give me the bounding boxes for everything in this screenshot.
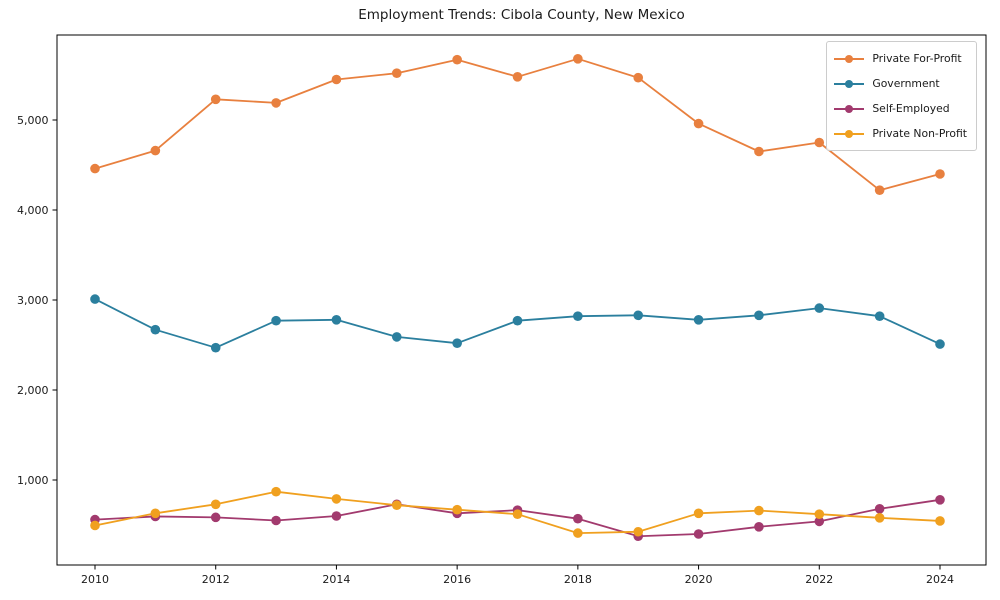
x-tick-label: 2012: [202, 573, 230, 586]
x-tick-label: 2014: [322, 573, 350, 586]
data-point-government-2018: [573, 311, 583, 322]
data-point-private-for-profit-2018: [573, 54, 583, 64]
data-point-government-2019: [633, 310, 644, 321]
data-point-private-for-profit-2010: [90, 163, 100, 174]
legend-swatch-private-for-profit-icon: [834, 54, 865, 64]
legend-item-private-non-profit: Private Non-Profit: [834, 121, 967, 146]
data-point-private-non-profit-2024: [935, 516, 945, 526]
legend-swatch-government-icon: [834, 79, 865, 89]
data-point-private-for-profit-2011: [150, 145, 161, 156]
data-point-private-non-profit-2018: [573, 528, 583, 538]
legend-item-government: Government: [834, 71, 967, 96]
y-tick-label: 2,000: [17, 384, 49, 397]
data-point-private-non-profit-2017: [512, 509, 523, 519]
legend-label: Self-Employed: [872, 102, 950, 115]
y-tick-label: 4,000: [17, 204, 49, 217]
legend-label: Private Non-Profit: [872, 127, 967, 140]
x-tick-label: 2020: [685, 573, 713, 586]
y-tick-label: 3,000: [17, 294, 49, 307]
data-point-self-employed-2012: [210, 512, 221, 523]
legend-swatch-dot: [845, 79, 854, 88]
x-tick-label: 2022: [805, 573, 833, 586]
y-tick-label: 5,000: [17, 114, 49, 127]
data-point-government-2015: [391, 332, 402, 342]
data-point-private-for-profit-2013: [271, 98, 281, 108]
data-point-private-non-profit-2020: [693, 508, 704, 519]
data-point-government-2023: [874, 311, 885, 322]
legend-swatch-dot: [845, 54, 854, 63]
x-tick-label: 2010: [81, 573, 109, 586]
data-point-government-2012: [210, 342, 221, 353]
data-point-private-for-profit-2023: [874, 185, 885, 195]
legend-swatch-dot: [845, 104, 854, 113]
data-point-self-employed-2021: [754, 522, 764, 532]
data-point-private-for-profit-2016: [452, 54, 462, 65]
y-tick-label: 1,000: [17, 474, 49, 487]
data-point-self-employed-2020: [693, 529, 704, 539]
data-point-private-for-profit-2019: [633, 72, 644, 83]
data-point-government-2017: [512, 315, 523, 326]
data-point-government-2013: [271, 315, 281, 326]
legend-label: Government: [872, 77, 940, 90]
data-point-government-2010: [90, 294, 100, 304]
data-point-self-employed-2022: [814, 516, 825, 527]
data-point-private-non-profit-2021: [754, 505, 764, 516]
data-point-private-non-profit-2013: [271, 486, 281, 497]
data-point-private-for-profit-2014: [331, 74, 342, 85]
data-point-private-for-profit-2012: [210, 94, 221, 105]
data-point-private-for-profit-2020: [693, 118, 704, 129]
legend-swatch-dot: [845, 129, 854, 138]
data-point-private-non-profit-2012: [210, 499, 221, 510]
data-point-government-2011: [150, 324, 161, 335]
legend-item-self-employed: Self-Employed: [834, 96, 967, 121]
data-point-self-employed-2024: [935, 495, 945, 505]
data-point-private-non-profit-2019: [633, 526, 644, 537]
legend-label: Private For-Profit: [872, 52, 962, 65]
data-point-government-2021: [754, 310, 764, 321]
data-point-private-non-profit-2011: [150, 508, 161, 519]
legend: Private For-Profit Government Self-Employe…: [826, 41, 977, 151]
data-point-self-employed-2013: [271, 515, 281, 526]
data-point-private-for-profit-2024: [935, 169, 945, 179]
data-point-self-employed-2014: [331, 511, 342, 521]
data-point-private-non-profit-2010: [90, 520, 100, 531]
data-point-private-non-profit-2023: [874, 513, 885, 523]
legend-swatch-self-employed-icon: [834, 104, 865, 114]
x-tick-label: 2016: [443, 573, 471, 586]
data-point-private-for-profit-2021: [754, 146, 764, 157]
data-point-self-employed-2018: [573, 513, 583, 524]
data-point-private-non-profit-2015: [391, 500, 402, 511]
data-point-private-for-profit-2022: [814, 137, 825, 148]
data-point-private-non-profit-2022: [814, 509, 825, 519]
data-point-government-2024: [935, 339, 945, 349]
data-point-private-non-profit-2014: [331, 494, 342, 504]
data-point-government-2016: [452, 338, 462, 349]
data-point-government-2014: [331, 315, 342, 325]
data-point-self-employed-2023: [874, 504, 885, 514]
data-point-private-non-profit-2016: [452, 504, 462, 515]
legend-item-private-for-profit: Private For-Profit: [834, 46, 967, 71]
x-tick-label: 2018: [564, 573, 592, 586]
x-tick-label: 2024: [926, 573, 954, 586]
legend-swatch-private-non-profit-icon: [834, 129, 865, 139]
data-point-private-for-profit-2015: [391, 68, 402, 78]
data-point-government-2020: [693, 315, 704, 325]
data-point-private-for-profit-2017: [512, 72, 523, 82]
data-point-government-2022: [814, 303, 825, 313]
chart-title: Employment Trends: Cibola County, New Me…: [358, 7, 685, 23]
